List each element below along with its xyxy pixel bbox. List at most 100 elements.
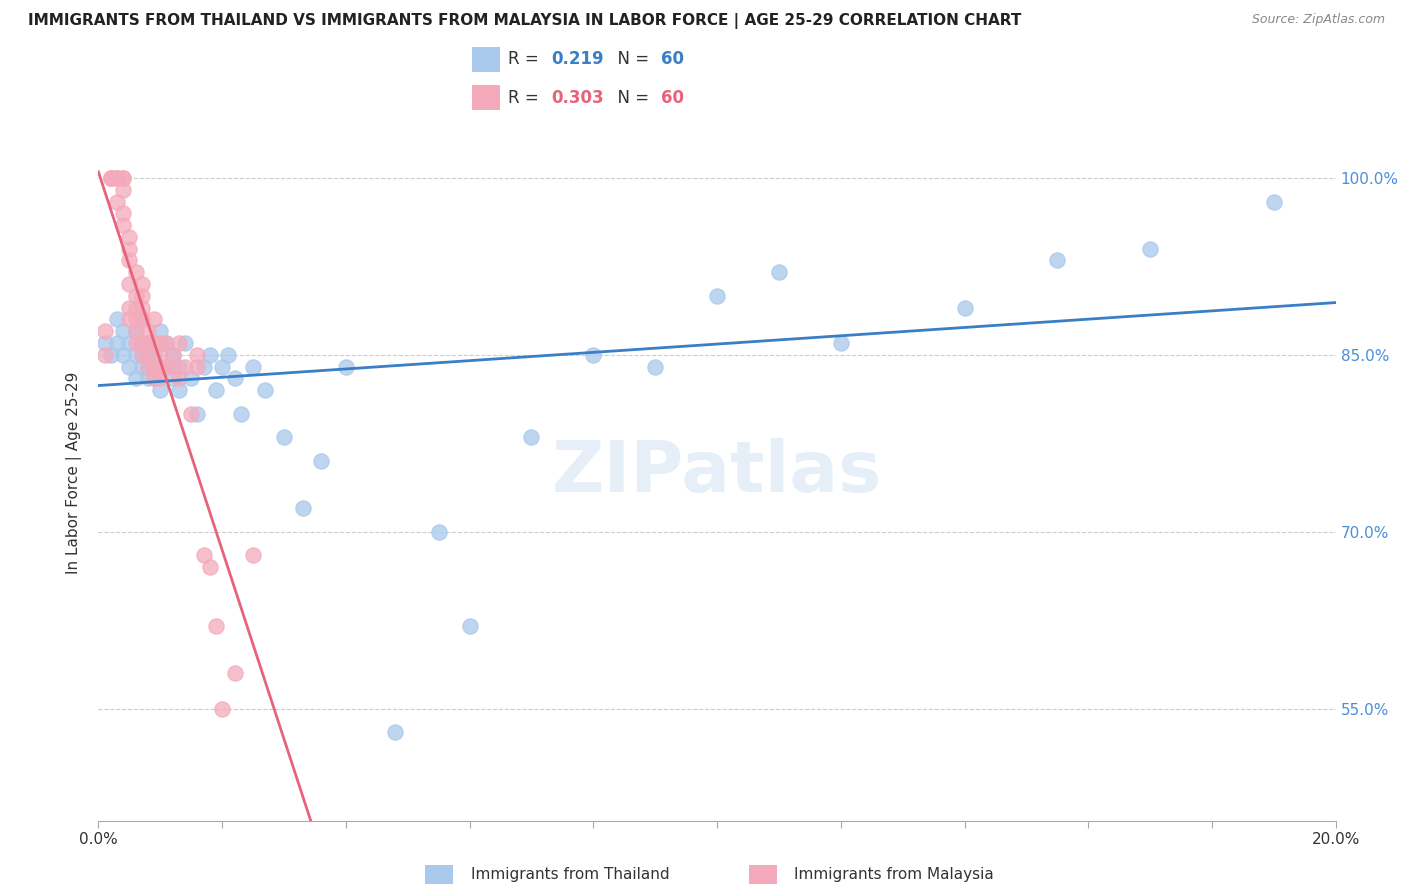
- Point: [124, 324, 146, 338]
- Point: [112, 183, 135, 197]
- Point: [211, 701, 233, 715]
- Point: [167, 383, 190, 397]
- Point: [124, 324, 146, 338]
- Point: [131, 336, 153, 351]
- Point: [112, 170, 135, 185]
- Point: [105, 170, 128, 185]
- Point: [1263, 194, 1285, 209]
- Text: 0.303: 0.303: [551, 88, 605, 106]
- Point: [131, 277, 153, 291]
- Point: [149, 348, 172, 362]
- Point: [174, 336, 197, 351]
- Point: [93, 348, 115, 362]
- Point: [1139, 242, 1161, 256]
- Point: [143, 359, 166, 374]
- Point: [309, 454, 332, 468]
- Point: [1046, 253, 1069, 268]
- Text: R =: R =: [508, 51, 544, 69]
- Text: Immigrants from Malaysia: Immigrants from Malaysia: [794, 867, 994, 881]
- Point: [105, 170, 128, 185]
- Text: Source: ZipAtlas.com: Source: ZipAtlas.com: [1251, 13, 1385, 27]
- Point: [198, 348, 221, 362]
- Point: [162, 348, 184, 362]
- Point: [644, 359, 666, 374]
- Text: N =: N =: [606, 88, 654, 106]
- Point: [131, 359, 153, 374]
- Point: [124, 301, 146, 315]
- Point: [131, 312, 153, 326]
- Point: [149, 383, 172, 397]
- Point: [706, 289, 728, 303]
- Point: [582, 348, 605, 362]
- Point: [174, 359, 197, 374]
- Point: [143, 312, 166, 326]
- Point: [768, 265, 790, 279]
- Point: [112, 170, 135, 185]
- Point: [193, 359, 215, 374]
- Point: [136, 371, 159, 385]
- Point: [155, 359, 177, 374]
- Point: [427, 524, 450, 539]
- Point: [136, 348, 159, 362]
- Point: [100, 170, 122, 185]
- Point: [143, 359, 166, 374]
- Point: [180, 371, 202, 385]
- Point: [205, 383, 228, 397]
- Point: [118, 253, 141, 268]
- Point: [384, 725, 406, 739]
- Point: [136, 336, 159, 351]
- Point: [100, 170, 122, 185]
- Point: [105, 194, 128, 209]
- Point: [143, 336, 166, 351]
- Point: [167, 371, 190, 385]
- Point: [136, 348, 159, 362]
- Point: [953, 301, 976, 315]
- Point: [149, 324, 172, 338]
- Point: [124, 265, 146, 279]
- Text: 60: 60: [661, 51, 685, 69]
- Point: [100, 348, 122, 362]
- Point: [211, 359, 233, 374]
- Point: [100, 170, 122, 185]
- Point: [186, 348, 208, 362]
- Point: [242, 549, 264, 563]
- Point: [242, 359, 264, 374]
- Point: [118, 359, 141, 374]
- Point: [335, 359, 357, 374]
- Point: [149, 336, 172, 351]
- Point: [149, 359, 172, 374]
- Point: [124, 312, 146, 326]
- FancyBboxPatch shape: [472, 46, 499, 72]
- Point: [162, 359, 184, 374]
- Point: [155, 336, 177, 351]
- Point: [167, 336, 190, 351]
- Point: [167, 359, 190, 374]
- Point: [118, 301, 141, 315]
- Text: R =: R =: [508, 88, 544, 106]
- Point: [105, 170, 128, 185]
- Point: [131, 301, 153, 315]
- FancyBboxPatch shape: [425, 865, 453, 883]
- Point: [131, 289, 153, 303]
- Text: 0.219: 0.219: [551, 51, 605, 69]
- Point: [830, 336, 852, 351]
- Point: [291, 501, 314, 516]
- Text: Immigrants from Thailand: Immigrants from Thailand: [471, 867, 669, 881]
- Point: [124, 348, 146, 362]
- Point: [162, 348, 184, 362]
- Point: [118, 230, 141, 244]
- Point: [136, 359, 159, 374]
- Point: [131, 336, 153, 351]
- Point: [105, 312, 128, 326]
- Point: [118, 277, 141, 291]
- Point: [149, 359, 172, 374]
- Point: [217, 348, 239, 362]
- Point: [93, 324, 115, 338]
- Point: [229, 407, 252, 421]
- Point: [162, 371, 184, 385]
- Point: [520, 430, 543, 444]
- Point: [149, 371, 172, 385]
- Point: [118, 336, 141, 351]
- Point: [273, 430, 295, 444]
- Point: [112, 324, 135, 338]
